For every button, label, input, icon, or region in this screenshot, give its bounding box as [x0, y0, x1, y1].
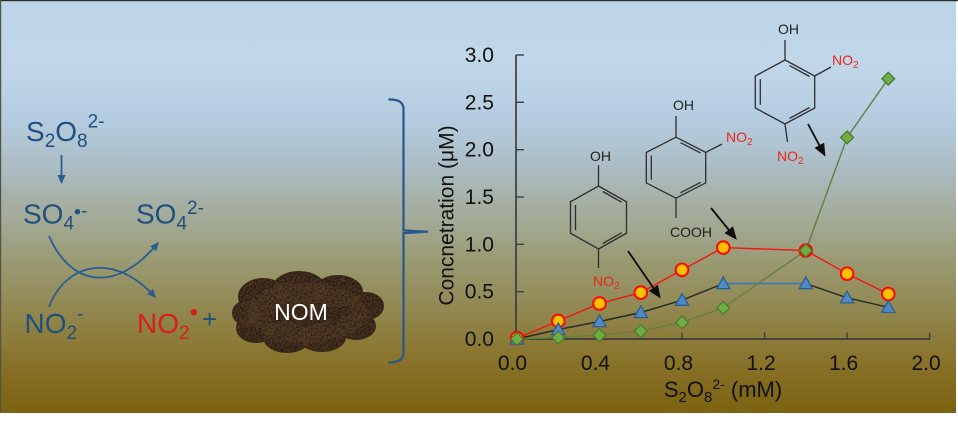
svg-text:Concnetration (μM): Concnetration (μM) [436, 125, 459, 305]
svg-text:0.5: 0.5 [465, 281, 494, 304]
svg-text:0.8: 0.8 [664, 352, 693, 375]
svg-text:+: + [202, 304, 217, 334]
svg-text:2.5: 2.5 [465, 91, 494, 114]
svg-text:0.0: 0.0 [498, 352, 527, 375]
svg-text:OH: OH [778, 21, 799, 37]
svg-text:0.0: 0.0 [465, 328, 494, 351]
svg-text:COOH: COOH [670, 224, 712, 240]
svg-text:2.0: 2.0 [465, 139, 494, 162]
svg-text:S2O82- (mM): S2O82- (mM) [664, 376, 782, 406]
svg-text:NO2: NO2 [726, 129, 753, 148]
svg-text:OH: OH [673, 97, 694, 113]
svg-text:2.0: 2.0 [911, 352, 940, 375]
svg-text:OH: OH [590, 148, 611, 164]
svg-text:NO2: NO2 [832, 52, 859, 71]
svg-text:0.4: 0.4 [581, 352, 611, 375]
svg-text:1.0: 1.0 [465, 233, 494, 256]
svg-text:NOM: NOM [274, 299, 328, 325]
svg-text:SO42-: SO42- [136, 198, 204, 235]
svg-text:1.5: 1.5 [465, 186, 494, 209]
svg-text:1.6: 1.6 [829, 352, 858, 375]
svg-text:NO2: NO2 [593, 273, 620, 292]
svg-text:3.0: 3.0 [465, 44, 494, 67]
svg-text:1.2: 1.2 [746, 352, 775, 375]
svg-text:NO2: NO2 [777, 148, 804, 167]
